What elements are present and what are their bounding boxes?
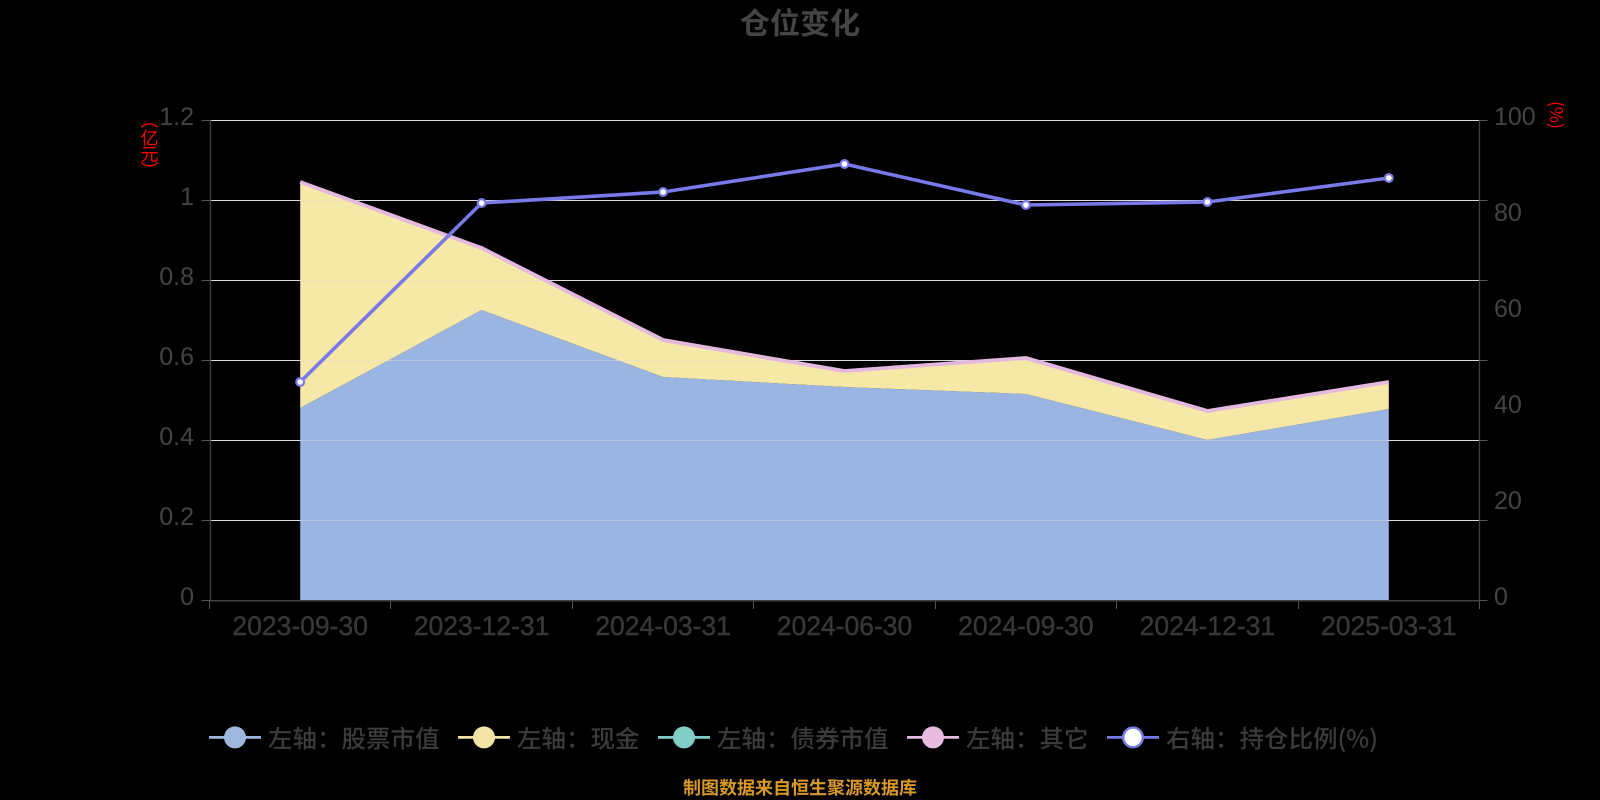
svg-text:2023-09-30: 2023-09-30 (232, 611, 368, 641)
svg-text:0.8: 0.8 (159, 263, 194, 291)
svg-text:20: 20 (1494, 487, 1522, 515)
svg-text:1: 1 (180, 183, 194, 211)
svg-text:0.4: 0.4 (159, 423, 194, 451)
svg-text:1.2: 1.2 (159, 103, 194, 131)
svg-text:0.2: 0.2 (159, 503, 194, 531)
svg-text:2024-03-31: 2024-03-31 (595, 611, 731, 641)
svg-text:60: 60 (1494, 295, 1522, 323)
svg-text:2024-09-30: 2024-09-30 (958, 611, 1094, 641)
svg-text:40: 40 (1494, 391, 1522, 419)
svg-text:2024-06-30: 2024-06-30 (777, 611, 913, 641)
svg-text:100: 100 (1494, 103, 1536, 131)
svg-text:2025-03-31: 2025-03-31 (1321, 611, 1457, 641)
svg-text:2024-12-31: 2024-12-31 (1140, 611, 1276, 641)
svg-text:0: 0 (1494, 583, 1508, 611)
svg-text:0.6: 0.6 (159, 343, 194, 371)
svg-text:0: 0 (180, 583, 194, 611)
svg-text:2023-12-31: 2023-12-31 (414, 611, 550, 641)
svg-text:80: 80 (1494, 199, 1522, 227)
